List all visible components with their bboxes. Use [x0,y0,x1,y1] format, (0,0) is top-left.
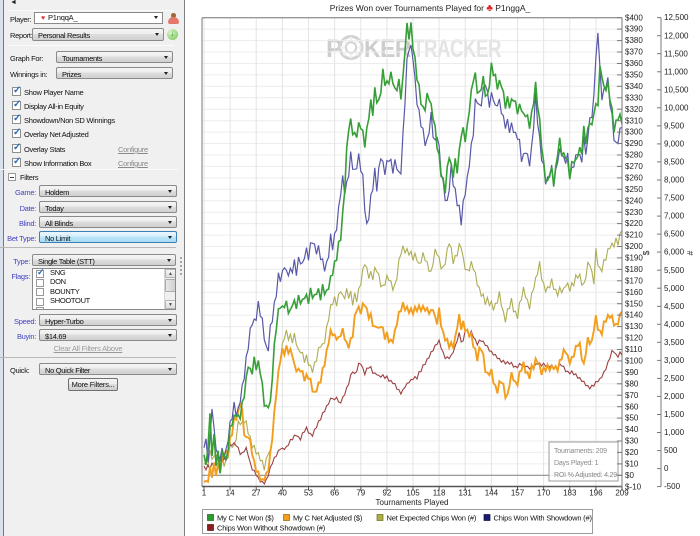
svg-text:ROI % Adjusted: 4.29: ROI % Adjusted: 4.29 [554,472,617,479]
svg-text:105: 105 [406,489,420,498]
svg-text:$320: $320 [625,105,643,114]
svg-text:Chips Won With Showdown (#): Chips Won With Showdown (#) [494,514,593,523]
svg-text:$230: $230 [625,208,643,217]
svg-text:$290: $290 [625,139,643,148]
svg-text:6,500: 6,500 [664,230,685,239]
svg-text:$350: $350 [625,71,643,80]
svg-text:-500: -500 [664,482,681,491]
svg-text:$90: $90 [625,368,639,377]
svg-text:$80: $80 [625,379,639,388]
svg-text:8,500: 8,500 [664,158,685,167]
svg-text:2,000: 2,000 [664,392,685,401]
svg-text:$210: $210 [625,231,643,240]
svg-text:8,000: 8,000 [664,176,685,185]
svg-text:1,500: 1,500 [664,410,685,419]
svg-text:10,000: 10,000 [664,103,689,112]
svg-text:$110: $110 [625,345,643,354]
svg-text:92: 92 [382,489,391,498]
svg-text:$360: $360 [625,59,643,68]
svg-text:12,500: 12,500 [664,13,689,22]
svg-text:$190: $190 [625,254,643,263]
svg-text:Tournaments: 209: Tournaments: 209 [554,448,607,455]
svg-text:500: 500 [664,446,678,455]
svg-text:Days Played: 1: Days Played: 1 [554,460,599,467]
svg-text:183: 183 [563,489,577,498]
svg-text:209: 209 [615,489,629,498]
svg-text:$100: $100 [625,357,643,366]
svg-text:TRACKER: TRACKER [413,35,501,63]
svg-text:5,000: 5,000 [664,284,685,293]
svg-text:$250: $250 [625,185,643,194]
svg-text:My C Net Adjusted ($): My C Net Adjusted ($) [293,514,363,523]
svg-text:$50: $50 [625,414,639,423]
svg-text:4,000: 4,000 [664,320,685,329]
svg-text:$380: $380 [625,36,643,45]
svg-text:1,000: 1,000 [664,428,685,437]
svg-text:$400: $400 [625,13,643,22]
svg-text:$260: $260 [625,174,643,183]
svg-text:$130: $130 [625,322,643,331]
svg-text:27: 27 [252,489,261,498]
svg-text:$30: $30 [625,437,639,446]
svg-text:Prizes Won over Tournaments Pl: Prizes Won over Tournaments Played for ♣… [330,3,531,14]
svg-text:$140: $140 [625,311,643,320]
svg-text:40: 40 [278,489,287,498]
svg-text:131: 131 [459,489,473,498]
svg-text:12,000: 12,000 [664,31,689,40]
svg-text:144: 144 [485,489,499,498]
svg-text:9,000: 9,000 [664,140,685,149]
svg-text:118: 118 [433,489,446,498]
svg-text:$150: $150 [625,299,643,308]
svg-text:157: 157 [511,489,525,498]
svg-text:10,500: 10,500 [664,85,689,94]
svg-text:$180: $180 [625,265,643,274]
svg-text:$160: $160 [625,288,643,297]
svg-text:$0: $0 [625,471,634,480]
svg-text:$330: $330 [625,93,643,102]
svg-text:11,500: 11,500 [664,49,688,58]
svg-text:$: $ [641,250,651,255]
svg-text:My C Net Won ($): My C Net Won ($) [217,514,274,523]
svg-text:Net Expected Chips Won (#): Net Expected Chips Won (#) [387,514,477,523]
svg-text:Chips Won Without Showdown (#): Chips Won Without Showdown (#) [217,524,326,533]
svg-text:3,500: 3,500 [664,338,685,347]
svg-text:$60: $60 [625,402,639,411]
svg-text:#: # [685,250,695,255]
svg-text:$270: $270 [625,162,643,171]
svg-text:196: 196 [589,489,603,498]
svg-text:$120: $120 [625,334,643,343]
svg-text:2,500: 2,500 [664,374,685,383]
svg-text:9,500: 9,500 [664,122,685,131]
svg-text:1: 1 [202,489,207,498]
svg-text:Tournaments Played: Tournaments Played [376,498,449,507]
svg-text:14: 14 [226,489,235,498]
svg-text:11,000: 11,000 [664,67,688,76]
svg-text:$370: $370 [625,48,643,57]
svg-text:$20: $20 [625,448,639,457]
svg-text:$310: $310 [625,116,643,125]
svg-text:$300: $300 [625,128,643,137]
svg-text:$170: $170 [625,276,643,285]
svg-text:7,000: 7,000 [664,212,685,221]
svg-text:$390: $390 [625,25,643,34]
svg-text:$40: $40 [625,425,639,434]
svg-text:6,000: 6,000 [664,248,685,257]
svg-text:$220: $220 [625,219,643,228]
svg-text:$240: $240 [625,196,643,205]
svg-text:4,500: 4,500 [664,302,685,311]
svg-text:$340: $340 [625,82,643,91]
svg-text:79: 79 [356,489,365,498]
svg-text:3,000: 3,000 [664,356,685,365]
svg-text:$280: $280 [625,151,643,160]
svg-text:$200: $200 [625,242,643,251]
svg-text:170: 170 [537,489,551,498]
svg-text:$70: $70 [625,391,639,400]
svg-text:53: 53 [304,489,313,498]
svg-text:66: 66 [330,489,339,498]
svg-text:7,500: 7,500 [664,194,685,203]
svg-text:$10: $10 [625,460,639,469]
svg-text:0: 0 [664,464,669,473]
svg-text:5,500: 5,500 [664,266,685,275]
svg-text:$-10: $-10 [625,482,642,491]
